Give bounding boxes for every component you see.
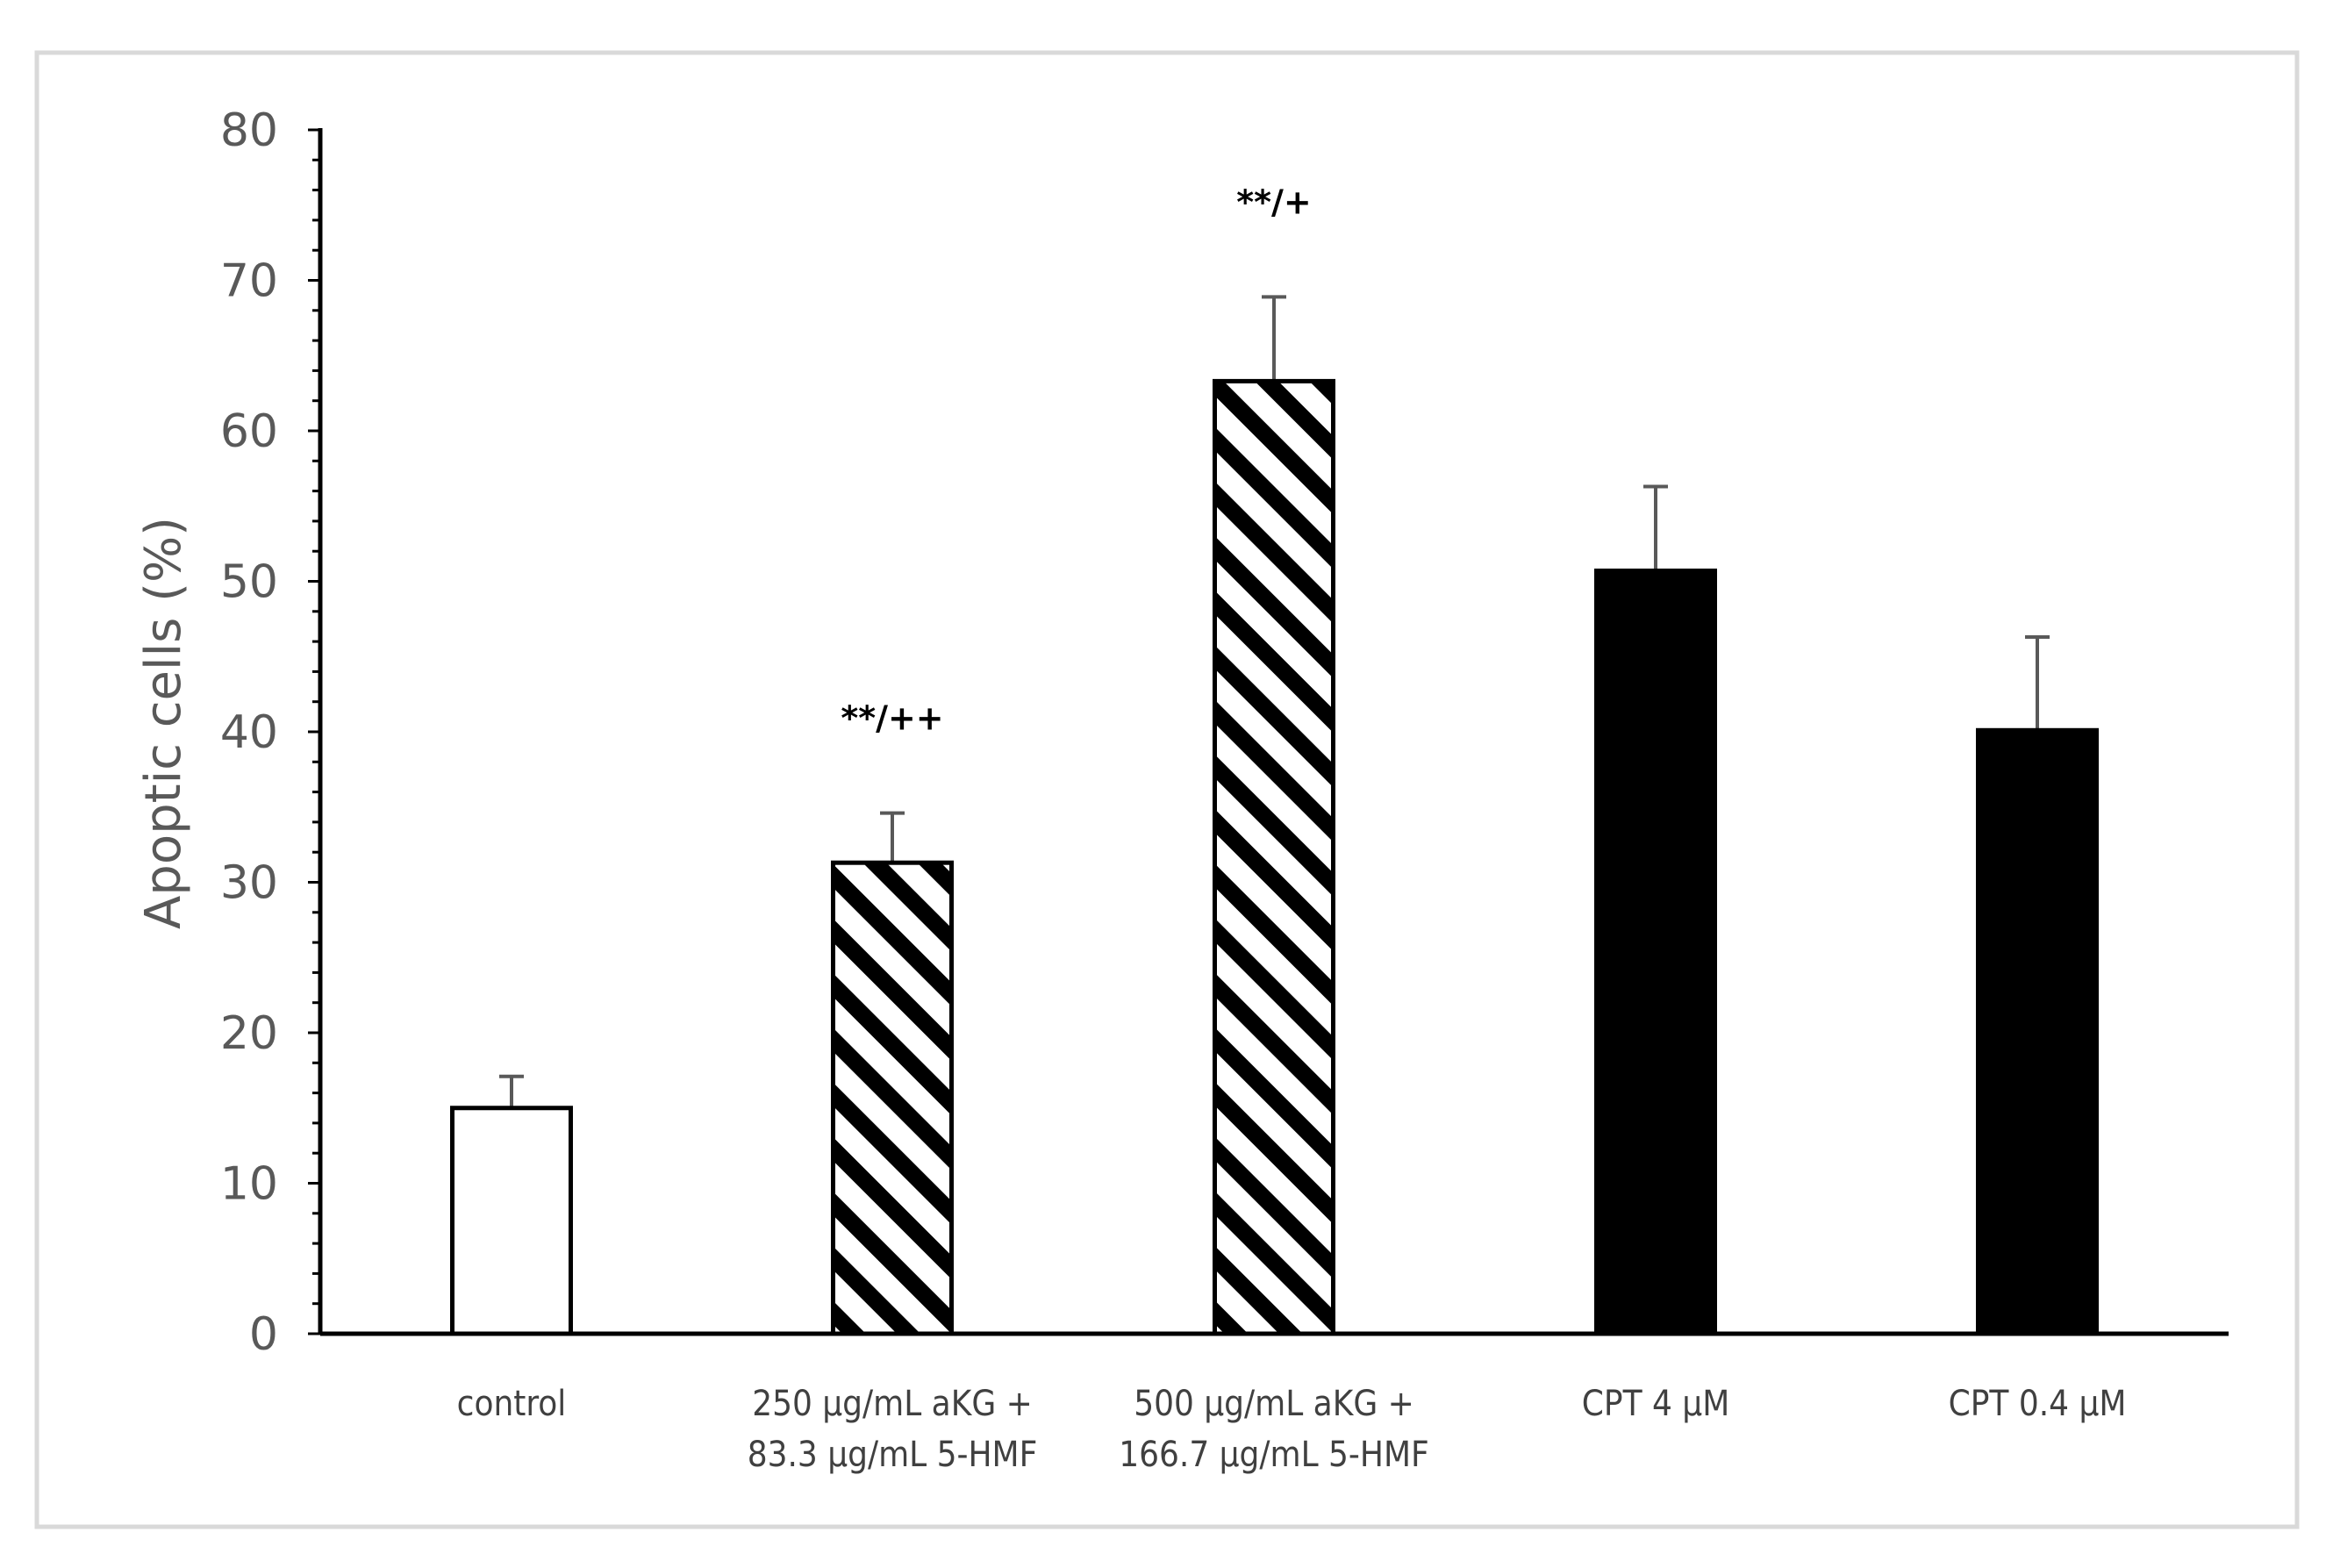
y-tick-label: 70 (220, 255, 278, 308)
bar (1976, 727, 2099, 1336)
significance-label: **/++ (841, 699, 943, 738)
bar (1213, 378, 1335, 1336)
chart-frame (34, 50, 2300, 1529)
x-tick-label: control (457, 1384, 567, 1424)
x-tick-label: 250 µg/mL aKG + (752, 1384, 1033, 1424)
y-axis: 0 10 20 30 40 50 60 70 80 Apoptic cells (%) (135, 104, 323, 1361)
x-tick-label: CPT 4 µM (1582, 1384, 1730, 1424)
bar (450, 1106, 573, 1336)
x-tick-label: 166.7 µg/mL 5-HMF (1119, 1435, 1429, 1475)
bar (1594, 568, 1717, 1336)
labels: **/++ **/+ (841, 183, 1311, 737)
y-tick-label: 20 (220, 1007, 278, 1060)
y-tick-label: 80 (220, 104, 278, 157)
y-tick-label: 50 (220, 556, 278, 609)
y-tick-label: 30 (220, 857, 278, 910)
x-tick-label: 500 µg/mL aKG + (1134, 1384, 1414, 1424)
y-tick-label: 40 (220, 706, 278, 759)
x-axis: control 250 µg/mL aKG + 83.3 µg/mL 5-HMF 50… (320, 1331, 2229, 1475)
y-tick-label: 60 (220, 405, 278, 458)
bars (450, 295, 2099, 1336)
x-tick-label: CPT 0.4 µM (1949, 1384, 2127, 1424)
significance-label: **/+ (1236, 183, 1311, 221)
y-tick-label: 10 (220, 1158, 278, 1211)
y-axis-title: Apoptic cells (%) (135, 517, 192, 929)
bar (831, 860, 954, 1336)
x-tick-label: 83.3 µg/mL 5-HMF (748, 1435, 1038, 1475)
y-tick-label: 0 (249, 1308, 278, 1361)
